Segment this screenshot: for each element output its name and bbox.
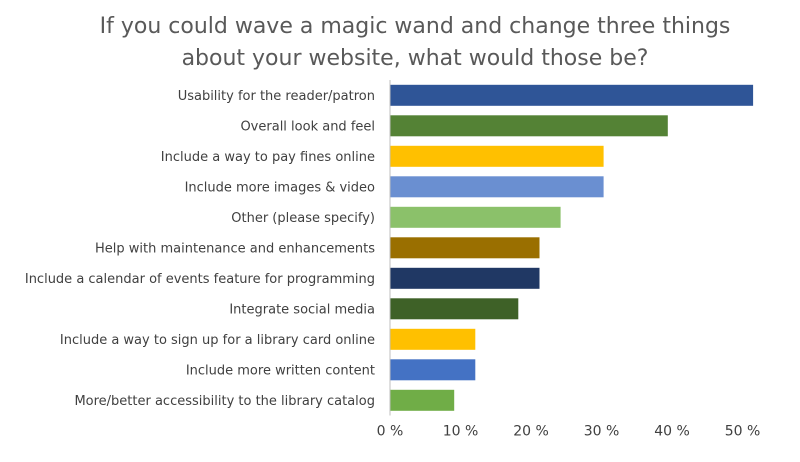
tick-label-4: 40 % xyxy=(654,424,690,440)
bar-10 xyxy=(390,389,455,411)
category-label-1: Overall look and feel xyxy=(240,119,375,134)
bars-layer xyxy=(390,84,754,411)
bar-7 xyxy=(390,298,519,320)
category-label-4: Other (please specify) xyxy=(231,211,375,226)
tick-label-2: 20 % xyxy=(513,424,549,440)
bar-2 xyxy=(390,145,604,167)
category-label-10: More/better accessibility to the library… xyxy=(74,394,375,409)
bar-8 xyxy=(390,328,476,350)
tick-label-5: 50 % xyxy=(725,424,761,440)
category-label-0: Usability for the reader/patron xyxy=(178,89,375,104)
tick-label-1: 10 % xyxy=(443,424,479,440)
bar-6 xyxy=(390,267,540,289)
category-labels: Usability for the reader/patron Overall l… xyxy=(25,89,375,409)
bar-4 xyxy=(390,206,561,228)
category-label-6: Include a calendar of events feature for… xyxy=(25,272,375,287)
tick-label-3: 30 % xyxy=(584,424,620,440)
category-label-9: Include more written content xyxy=(186,363,375,378)
category-label-8: Include a way to sign up for a library c… xyxy=(60,333,375,348)
bar-0 xyxy=(390,84,754,106)
category-label-3: Include more images & video xyxy=(185,180,375,195)
chart-title-line-2: about your website, what would those be? xyxy=(182,46,649,71)
bar-9 xyxy=(390,359,476,381)
tick-label-0: 0 % xyxy=(377,424,404,440)
category-label-2: Include a way to pay fines online xyxy=(161,150,375,165)
bar-1 xyxy=(390,115,668,137)
bar-3 xyxy=(390,176,604,198)
category-label-7: Integrate social media xyxy=(229,302,375,317)
chart-title-line-1: If you could wave a magic wand and chang… xyxy=(100,14,731,39)
category-label-5: Help with maintenance and enhancements xyxy=(95,241,375,256)
value-axis-ticks: 0 % 10 % 20 % 30 % 40 % 50 % xyxy=(377,424,761,440)
bar-5 xyxy=(390,237,540,259)
